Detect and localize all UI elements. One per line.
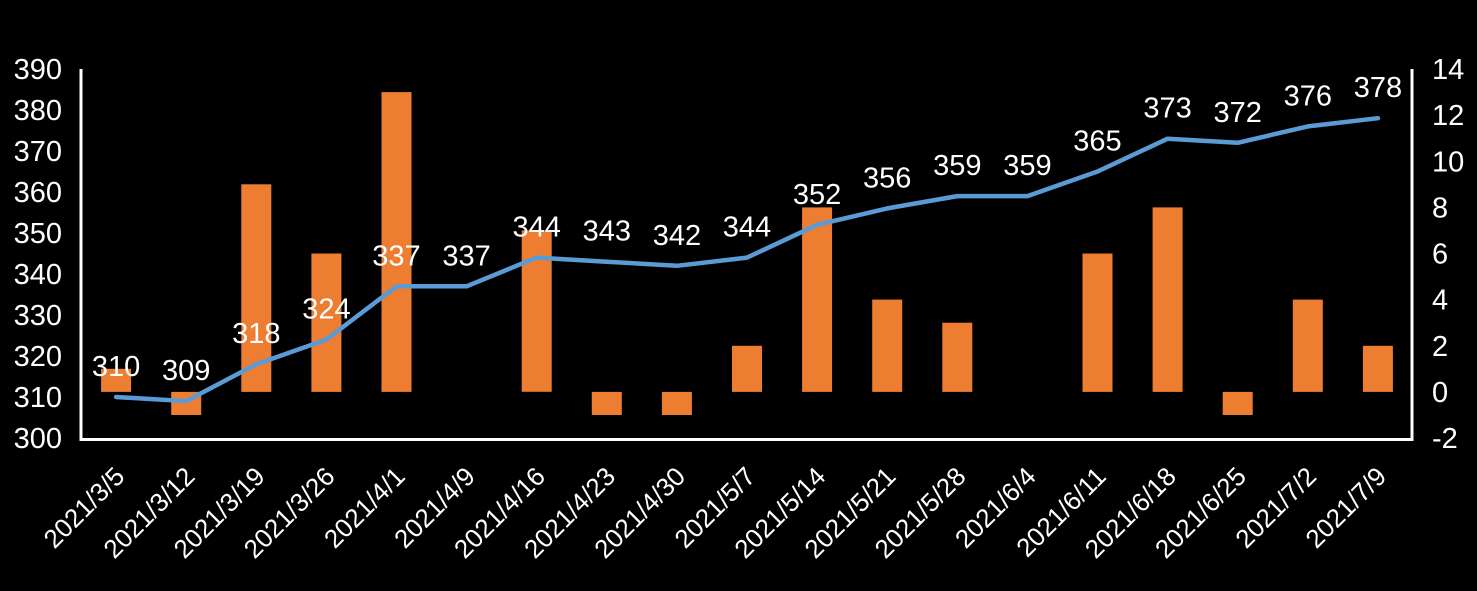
bar-2021/4/30 [661,391,692,415]
left-axis-tick-label: 380 [14,95,62,127]
data-label: 309 [162,355,210,387]
data-label: 324 [302,294,350,326]
bar-2021/5/21 [872,299,903,392]
bar-2021/4/1 [381,92,412,392]
data-label: 318 [232,318,280,350]
right-axis-tick-label: 8 [1432,192,1448,224]
left-axis-tick-label: 350 [14,218,62,250]
bar-2021/5/7 [732,345,762,392]
bar-2021/6/18 [1152,207,1183,392]
data-label: 372 [1214,97,1262,129]
left-axis-tick-label: 310 [14,382,62,414]
bar-2021/6/25 [1222,391,1253,415]
bar-2021/3/5 [101,368,132,392]
bar-2021/3/19 [241,184,272,392]
right-axis-tick-label: 0 [1432,377,1448,409]
data-label: 344 [513,212,561,244]
data-label: 310 [92,351,140,383]
bar-2021/7/9 [1362,345,1393,392]
bar-2021/5/14 [802,207,833,392]
left-axis-tick-label: 390 [14,54,62,86]
data-label: 344 [723,212,771,244]
data-label: 342 [653,220,701,252]
data-label: 343 [583,216,631,248]
data-label: 359 [1003,150,1051,182]
data-label: 352 [793,179,841,211]
bar-2021/4/16 [521,230,552,392]
data-label: 337 [372,240,420,272]
left-axis-tick-label: 320 [14,341,62,373]
bar-2021/5/28 [942,322,973,392]
left-axis-tick-label: 360 [14,177,62,209]
left-axis-tick-label: 370 [14,136,62,168]
bar-2021/3/26 [311,253,342,392]
data-label: 359 [933,150,981,182]
bar-2021/6/11 [1082,253,1113,392]
line-series [113,115,1381,404]
left-axis-tick-label: 330 [14,300,62,332]
left-axis-tick-label: 340 [14,259,62,291]
right-axis-tick-label: -2 [1432,423,1458,455]
data-label: 365 [1073,126,1121,158]
right-axis-tick-label: 10 [1432,146,1464,178]
data-label: 373 [1143,93,1191,125]
data-label: 376 [1284,80,1332,112]
right-axis-tick-label: 6 [1432,239,1448,271]
data-label: 356 [863,162,911,194]
data-label: 337 [442,240,490,272]
right-axis-tick-label: 2 [1432,331,1448,363]
bar-2021/7/2 [1292,299,1323,392]
right-axis-tick-label: 14 [1432,54,1464,86]
right-axis-tick-label: 4 [1432,285,1448,317]
data-label: 378 [1354,72,1402,104]
bar-2021/4/23 [591,391,622,415]
left-axis-tick-label: 300 [14,423,62,455]
right-axis-tick-label: 12 [1432,100,1464,132]
